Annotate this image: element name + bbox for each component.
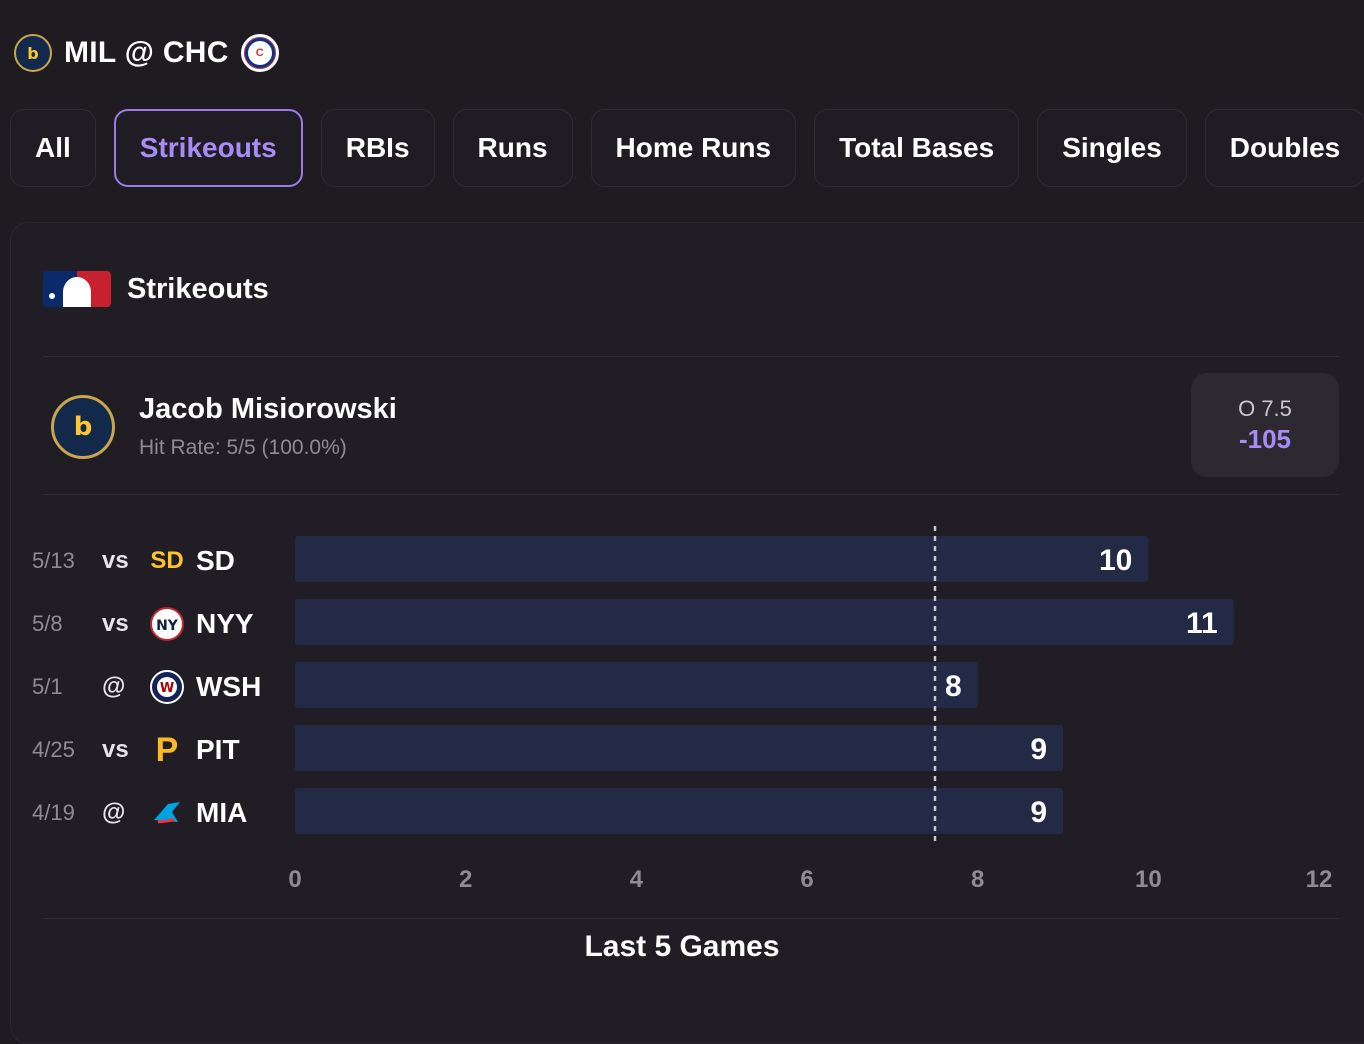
x-tick-label: 0	[288, 866, 301, 893]
hit-rate: Hit Rate: 5/5 (100.0%)	[139, 436, 347, 459]
bar-value-label: 9	[1030, 796, 1047, 829]
game-row: 5/8 vs NY NYY	[32, 600, 292, 648]
yankees-logo-icon: NY	[148, 605, 186, 643]
game-date: 4/25	[32, 737, 75, 762]
odds-button[interactable]: O 7.5 -105	[1191, 373, 1339, 477]
svg-text:W: W	[160, 681, 174, 696]
game-date: 4/19	[32, 800, 75, 825]
opponent-team: NYY	[196, 608, 254, 639]
marlins-logo-icon	[148, 794, 186, 832]
opponent-team: PIT	[196, 734, 240, 765]
matchup-header: b MIL @ CHC C	[14, 34, 279, 72]
game-date: 5/8	[32, 611, 63, 636]
brewers-logo-icon: b	[14, 34, 52, 72]
chart-caption: Last 5 Games	[584, 930, 780, 963]
bar-nyy	[295, 599, 1234, 645]
tab-home-runs[interactable]: Home Runs	[590, 109, 797, 187]
bar-sd	[295, 536, 1149, 582]
opponent-team: SD	[196, 545, 235, 576]
bar-mia	[295, 788, 1063, 834]
bar-value-label: 9	[1030, 733, 1047, 766]
game-location: @	[102, 673, 126, 700]
strikeouts-bar-chart: 10 11 8 9 9 0 2 4 6 8 10 12	[288, 526, 1333, 893]
game-date: 5/13	[32, 548, 75, 573]
game-row: 5/13 vs SD SD	[32, 537, 292, 585]
tab-strikeouts[interactable]: Strikeouts	[113, 109, 303, 187]
divider	[43, 918, 1339, 919]
x-tick-label: 2	[459, 866, 472, 893]
game-row: 4/25 vs P PIT	[32, 726, 292, 774]
game-location: vs	[102, 736, 129, 763]
bar-value-label: 10	[1099, 544, 1132, 577]
bar-value-label: 8	[945, 670, 962, 703]
game-date: 5/1	[32, 674, 63, 699]
x-tick-label: 12	[1306, 866, 1333, 893]
game-location: @	[102, 799, 126, 826]
tab-singles[interactable]: Singles	[1037, 109, 1187, 187]
svg-text:NY: NY	[156, 618, 179, 634]
opponent-team: WSH	[196, 671, 262, 702]
bar-wsh	[295, 662, 978, 708]
tab-total-bases[interactable]: Total Bases	[814, 109, 1020, 187]
padres-logo-icon: SD	[150, 547, 184, 574]
matchup-title: MIL @ CHC	[64, 36, 229, 69]
card-header: Strikeouts	[43, 269, 269, 309]
bar-value-label: 11	[1186, 607, 1218, 640]
game-row: 5/1 @ W WSH	[32, 663, 292, 711]
odds-line: O 7.5	[1238, 395, 1292, 421]
player-row[interactable]: b Jacob Misiorowski Hit Rate: 5/5 (100.0…	[51, 393, 397, 460]
cubs-logo-icon: C	[240, 34, 279, 72]
odds-price: -105	[1238, 423, 1292, 454]
game-location: vs	[102, 547, 129, 574]
x-tick-label: 8	[971, 866, 984, 893]
tab-rbis[interactable]: RBIs	[320, 109, 435, 187]
nationals-logo-icon: W	[148, 668, 186, 706]
player-name: Jacob Misiorowski	[139, 393, 397, 425]
divider	[43, 494, 1339, 495]
stat-tabs: All Strikeouts RBIs Runs Home Runs Total…	[10, 109, 1364, 189]
opponent-team: MIA	[196, 797, 248, 828]
game-row: 4/19 @ MIA	[32, 789, 292, 837]
pirates-logo-icon: P	[155, 730, 179, 769]
tab-doubles[interactable]: Doubles	[1204, 109, 1364, 187]
bar-pit	[295, 725, 1063, 771]
game-location: vs	[102, 610, 129, 637]
x-tick-label: 10	[1135, 866, 1162, 893]
x-tick-label: 6	[800, 866, 813, 893]
x-tick-label: 4	[630, 866, 644, 893]
card-title: Strikeouts	[127, 272, 269, 305]
brewers-logo-icon: b	[51, 394, 115, 459]
tab-all[interactable]: All	[10, 109, 96, 187]
mlb-logo-icon	[43, 271, 111, 307]
tab-runs[interactable]: Runs	[452, 109, 573, 187]
divider	[43, 356, 1339, 357]
